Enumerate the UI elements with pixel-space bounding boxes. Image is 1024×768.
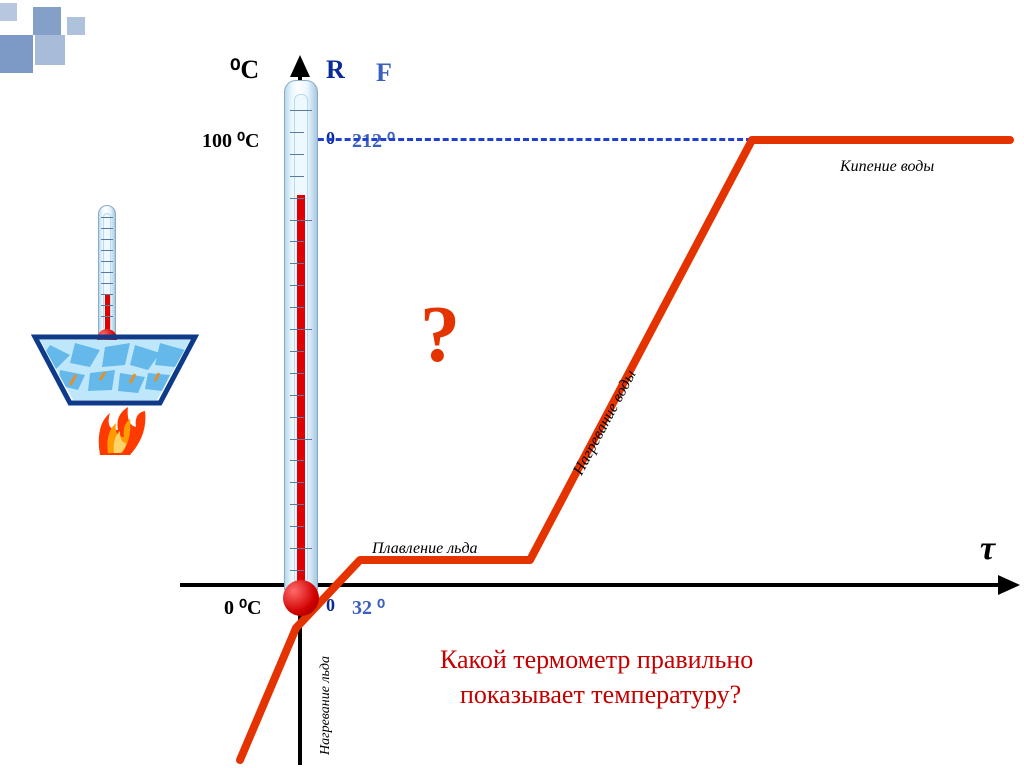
ice-melting-label: Плавление льда	[372, 540, 478, 558]
scale-label-F: F	[376, 58, 392, 88]
scale-label-R: R	[326, 55, 345, 85]
main-thermometer	[284, 80, 318, 620]
ice-bowl-illustration	[30, 205, 210, 465]
boiling-c-label: 100 ⁰C	[202, 128, 259, 153]
water-boiling-label: Кипение воды	[840, 158, 934, 176]
question-mark: ?	[420, 290, 460, 381]
mercury-column	[297, 195, 305, 590]
boiling-dashed-line	[300, 138, 752, 141]
water-heating-label: Нагревание воды	[570, 367, 640, 478]
bowl-svg	[30, 325, 200, 465]
ice-heating-label: Нагревание льда	[318, 656, 334, 755]
question-text-line1: Какой термометр правильно	[440, 645, 753, 675]
y-axis-arrow	[290, 55, 310, 77]
freezing-f-label: 32 ⁰	[352, 595, 385, 620]
question-text-line2: показывает температуру?	[460, 680, 741, 710]
thermometer-bulb	[283, 580, 319, 616]
x-axis-arrow	[998, 575, 1020, 595]
fire-icon	[99, 407, 146, 455]
freezing-c-label: 0 ⁰C	[224, 595, 261, 620]
y-axis-label: ⁰C	[230, 55, 259, 85]
x-axis-label: τ	[980, 530, 995, 568]
freezing-r-label: 0	[326, 595, 335, 616]
